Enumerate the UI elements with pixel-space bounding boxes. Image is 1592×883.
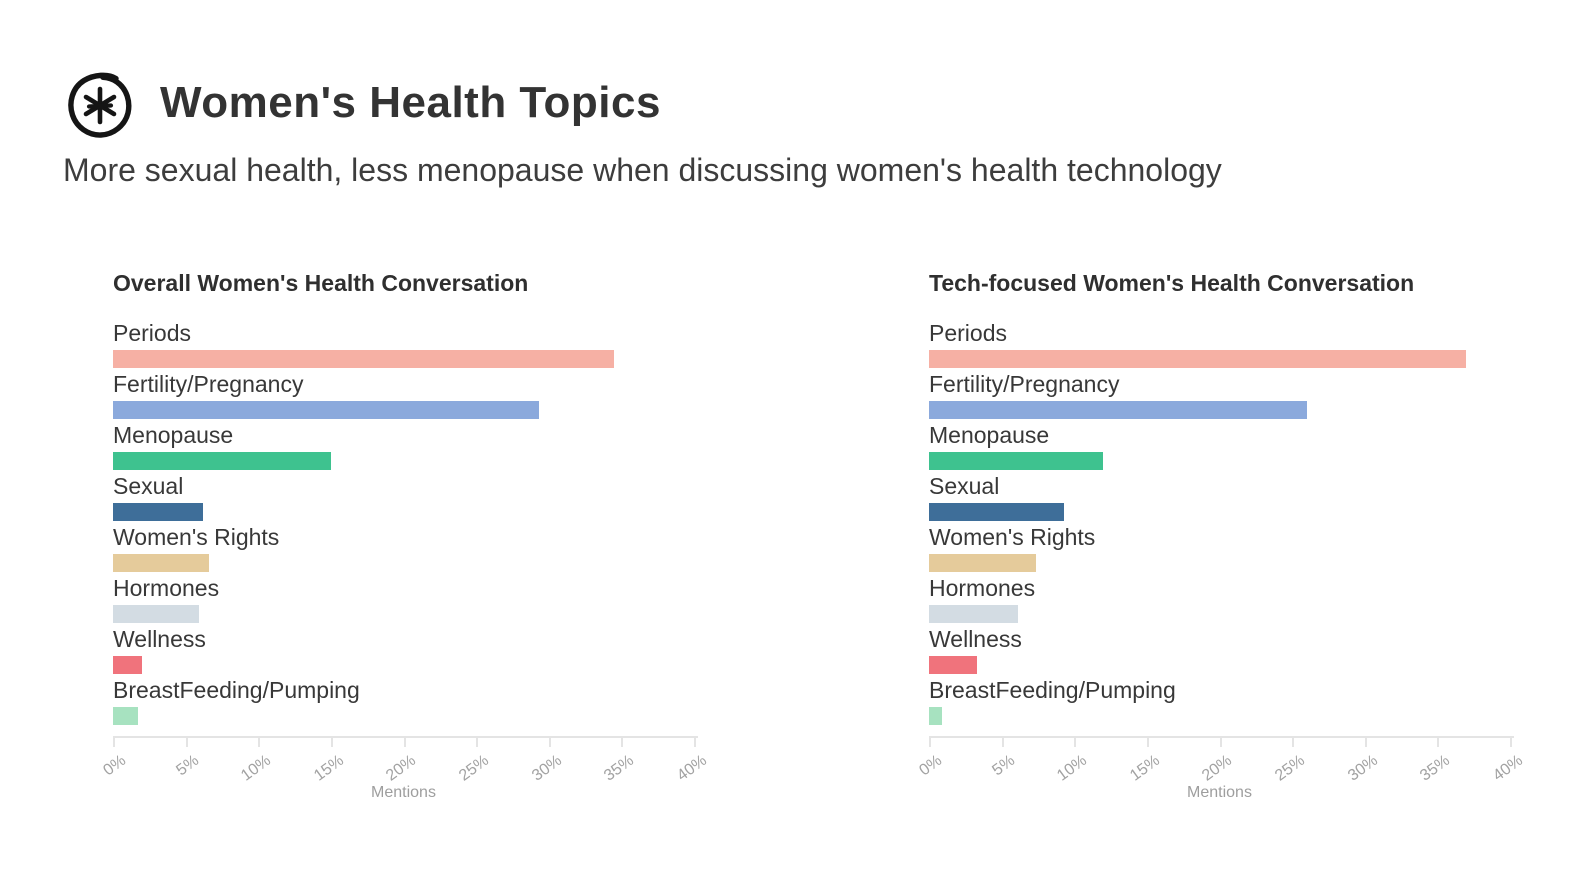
axis-tick	[1510, 738, 1512, 747]
category-label-hormones: Hormones	[929, 575, 1036, 601]
axis-tick	[403, 738, 406, 747]
bar-menopause	[113, 452, 331, 470]
bar-sexual	[929, 503, 1065, 521]
axis-tick	[1364, 738, 1367, 747]
asterisk-circle-logo-icon	[68, 72, 132, 138]
axis-tick-label: 30%	[1344, 752, 1381, 785]
axis-tick	[621, 738, 624, 747]
charts-container: Overall Women's Health Conversation Peri…	[100, 270, 1549, 802]
axis-tick-label: 15%	[310, 752, 347, 785]
bar-sexual	[113, 503, 204, 521]
chart-tech-focused: Tech-focused Women's Health Conversation…	[916, 270, 1549, 802]
axis-tick	[1219, 738, 1222, 747]
chart-title: Overall Women's Health Conversation	[113, 270, 529, 296]
category-label-wellness: Wellness	[113, 626, 206, 652]
axis-tick-label: 5%	[172, 752, 202, 780]
bar-rows: Periods Fertility/Pregnancy Menopause Sexua…	[929, 319, 1549, 725]
bar-women-s-rights	[113, 554, 209, 572]
axis-tick-label: 5%	[988, 752, 1018, 780]
axis-tick	[113, 738, 115, 747]
x-axis: 0% 5% 10% 15% 20% 25% 30% 35% 40%	[100, 736, 710, 785]
x-axis-label: Mentions	[371, 784, 436, 801]
category-label-periods: Periods	[929, 320, 1007, 346]
category-label-hormones: Hormones	[113, 575, 220, 601]
axis-tick-label: 20%	[383, 752, 420, 785]
category-label-fertility-pregnancy: Fertility/Pregnancy	[113, 371, 304, 397]
axis-tick-label: 0%	[100, 752, 129, 780]
bar-periods	[929, 350, 1467, 368]
axis-tick-label: 35%	[601, 752, 638, 785]
bar-fertility-pregnancy	[113, 401, 539, 419]
category-label-sexual: Sexual	[929, 473, 1000, 499]
category-label-periods: Periods	[113, 320, 191, 346]
axis-tick	[929, 738, 931, 747]
chart-overall: Overall Women's Health Conversation Peri…	[100, 270, 733, 802]
axis-tick-label: 0%	[916, 752, 945, 780]
axis-tick	[548, 738, 551, 747]
category-label-fertility-pregnancy: Fertility/Pregnancy	[929, 371, 1120, 397]
axis-tick	[1001, 738, 1004, 747]
axis-tick-label: 25%	[456, 752, 493, 785]
category-label-sexual: Sexual	[113, 473, 184, 499]
bar-hormones	[113, 605, 199, 623]
chart-title: Tech-focused Women's Health Conversation	[929, 270, 1415, 296]
bar-breastfeeding-pumping	[929, 707, 943, 725]
category-label-breastfeeding-pumping: BreastFeeding/Pumping	[929, 677, 1176, 703]
axis-tick	[476, 738, 479, 747]
axis-tick	[1074, 738, 1077, 747]
bar-menopause	[929, 452, 1104, 470]
bar-wellness	[929, 656, 977, 674]
axis-tick	[694, 738, 696, 747]
category-label-women-s-rights: Women's Rights	[113, 524, 280, 550]
category-label-menopause: Menopause	[113, 422, 234, 448]
x-axis: 0% 5% 10% 15% 20% 25% 30% 35% 40%	[916, 736, 1526, 785]
axis-tick	[258, 738, 261, 747]
bar-rows: Periods Fertility/Pregnancy Menopause Sexua…	[113, 319, 733, 725]
axis-tick-label: 15%	[1126, 752, 1163, 785]
bar-wellness	[113, 656, 143, 674]
page-title: Women's Health Topics	[160, 78, 661, 127]
axis-tick-label: 25%	[1272, 752, 1309, 785]
bar-hormones	[929, 605, 1018, 623]
axis-tick	[1146, 738, 1149, 747]
page-subtitle: More sexual health, less menopause when …	[63, 152, 1222, 188]
bar-breastfeeding-pumping	[113, 707, 138, 725]
category-label-menopause: Menopause	[929, 422, 1050, 448]
axis-tick-label: 40%	[674, 752, 710, 785]
axis-tick-label: 40%	[1490, 752, 1526, 785]
category-label-women-s-rights: Women's Rights	[929, 524, 1096, 550]
axis-tick	[1292, 738, 1295, 747]
axis-tick	[185, 738, 188, 747]
bar-fertility-pregnancy	[929, 401, 1307, 419]
axis-tick-label: 10%	[238, 752, 275, 785]
axis-tick-label: 10%	[1054, 752, 1091, 785]
axis-tick	[1437, 738, 1440, 747]
bar-women-s-rights	[929, 554, 1037, 572]
category-label-breastfeeding-pumping: BreastFeeding/Pumping	[113, 677, 360, 703]
axis-tick-label: 20%	[1199, 752, 1236, 785]
axis-tick	[330, 738, 333, 747]
axis-tick-label: 35%	[1417, 752, 1454, 785]
axis-tick-label: 30%	[528, 752, 565, 785]
x-axis-label: Mentions	[1187, 784, 1252, 801]
bar-periods	[113, 350, 615, 368]
category-label-wellness: Wellness	[929, 626, 1022, 652]
